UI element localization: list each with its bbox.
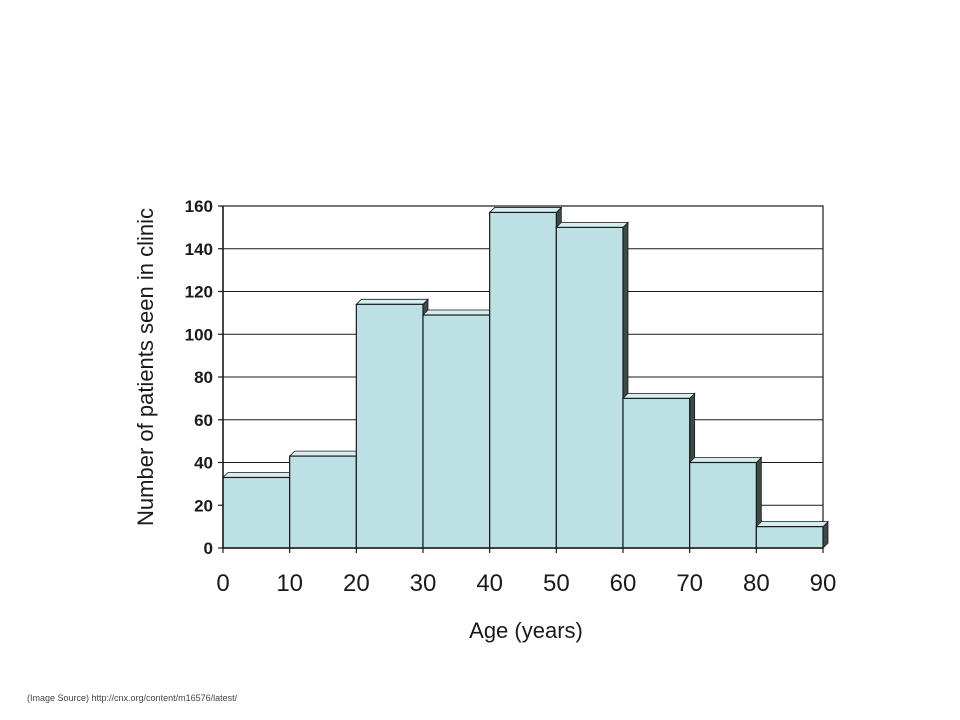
y-tick-labels: 0 20 40 60 80 100 120 140 160: [185, 197, 213, 558]
bar-20-30: [355, 298, 429, 549]
x-tick-label-80: 80: [743, 570, 770, 597]
bar-top: [555, 221, 629, 228]
x-tick-labels: 0 10 20 30 40 50 60 70 80 90: [216, 570, 836, 597]
bar-top: [288, 450, 363, 457]
y-tick-label-140: 140: [185, 240, 213, 259]
bar-70-80: [688, 456, 763, 549]
bar-top: [755, 521, 829, 528]
bar-front: [755, 526, 824, 549]
image-source-note: (Image Source) http://cnx.org/content/m1…: [27, 693, 238, 703]
x-axis-label: Age (years): [469, 618, 583, 643]
y-tick-label-40: 40: [194, 454, 213, 473]
y-tick-label-80: 80: [194, 368, 213, 387]
bar-top: [488, 207, 563, 213]
bar-top: [422, 309, 496, 316]
x-tick-label-0: 0: [216, 570, 229, 597]
bar-top: [222, 472, 296, 478]
bar-60-70: [622, 392, 696, 549]
bar-front: [555, 226, 624, 549]
bar-front: [689, 461, 757, 549]
x-tick-label-40: 40: [476, 570, 503, 597]
bar-40-50: [488, 206, 563, 549]
bar-front: [289, 455, 357, 549]
bar-top: [622, 392, 696, 399]
y-tick-label-0: 0: [204, 539, 213, 558]
x-tick-label-90: 90: [810, 570, 837, 597]
x-tick-label-30: 30: [410, 570, 437, 597]
bar-top: [688, 457, 763, 463]
bar-50-60: [555, 221, 629, 549]
y-axis-label: Number of patients seen in clinic: [133, 208, 158, 526]
y-tick-label-100: 100: [185, 325, 213, 344]
x-tick-label-20: 20: [343, 570, 370, 597]
y-tick-label-120: 120: [185, 283, 213, 302]
bar-top: [355, 298, 429, 305]
bar-front: [622, 397, 691, 549]
y-tick-label-20: 20: [194, 496, 213, 515]
bar-30-40: [422, 309, 496, 549]
y-tick-label-160: 160: [185, 197, 213, 216]
bar-front: [489, 211, 557, 549]
bar-front: [222, 476, 291, 549]
axes: [218, 205, 824, 553]
bar-front: [422, 314, 491, 549]
bar-0-10: [222, 471, 296, 549]
bar-80-90: [755, 520, 829, 549]
x-tick-label-10: 10: [276, 570, 303, 597]
bars: [222, 206, 829, 549]
bar-front: [355, 303, 424, 549]
bar-10-20: [288, 450, 363, 549]
y-tick-label-60: 60: [194, 411, 213, 430]
x-tick-label-70: 70: [676, 570, 703, 597]
x-tick-label-60: 60: [610, 570, 637, 597]
x-tick-label-50: 50: [543, 570, 570, 597]
